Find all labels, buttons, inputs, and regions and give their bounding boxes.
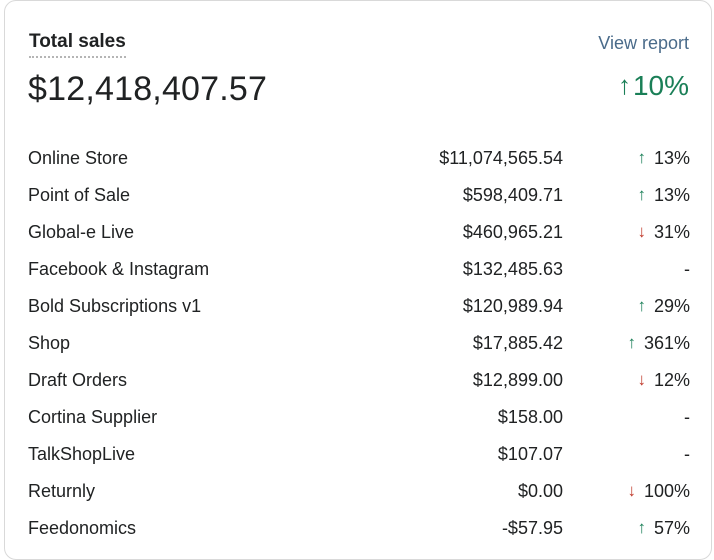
table-row: Facebook & Instagram $132,485.63 - [28, 251, 690, 288]
channel-change-percent: 31% [653, 222, 690, 242]
channel-name: Returnly [28, 481, 96, 501]
arrow-down-icon: ↓ [637, 222, 646, 241]
channel-change-percent: 13% [653, 148, 690, 168]
channel-change-percent: 57% [653, 518, 690, 538]
channel-change-percent: - [684, 444, 690, 464]
channel-change-percent: 13% [653, 185, 690, 205]
channel-change: ↓ 12% [637, 362, 690, 399]
channel-change: ↑ 57% [637, 510, 690, 547]
total-sales-card: Total sales View report $12,418,407.57 ↑… [4, 0, 712, 560]
arrow-up-icon: ↑ [637, 296, 646, 315]
channel-name: Online Store [28, 148, 129, 168]
arrow-up-icon: ↑ [637, 518, 646, 537]
channel-name: Cortina Supplier [28, 407, 158, 427]
channel-change: - [684, 251, 690, 288]
table-row: Bold Subscriptions v1 $120,989.94 ↑ 29% [28, 288, 690, 325]
channel-amount: $11,074,565.54 [439, 148, 563, 168]
table-row: Returnly $0.00 ↓ 100% [28, 473, 690, 510]
channel-change: ↑ 13% [637, 140, 690, 177]
channel-amount: $107.07 [497, 444, 563, 464]
view-report-link[interactable]: View report [598, 33, 689, 53]
table-row: Feedonomics -$57.95 ↑ 57% [28, 510, 690, 547]
arrow-up-icon: ↑ [637, 185, 646, 204]
channel-amount: $460,965.21 [462, 222, 563, 242]
channel-name: Bold Subscriptions v1 [28, 296, 202, 316]
arrow-down-icon: ↓ [627, 481, 636, 500]
total-change-percent: 10% [632, 70, 689, 101]
channel-name: Facebook & Instagram [28, 259, 210, 279]
channel-amount: $120,989.94 [462, 296, 563, 316]
table-row: Online Store $11,074,565.54 ↑ 13% [28, 140, 690, 177]
table-row: Draft Orders $12,899.00 ↓ 12% [28, 362, 690, 399]
arrow-down-icon: ↓ [637, 370, 646, 389]
channel-change: ↓ 100% [627, 473, 690, 510]
total-sales-value: $12,418,407.57 [28, 70, 268, 108]
channel-change-percent: 12% [653, 370, 690, 390]
table-row: Point of Sale $598,409.71 ↑ 13% [28, 177, 690, 214]
channel-amount: $132,485.63 [462, 259, 563, 279]
channel-amount: -$57.95 [501, 518, 563, 538]
channel-amount: $158.00 [497, 407, 563, 427]
arrow-up-icon: ↑ [617, 70, 631, 100]
channel-change-percent: 361% [643, 333, 690, 353]
total-sales-change: ↑ 10% [618, 69, 689, 103]
channel-change-percent: - [684, 407, 690, 427]
channel-amount: $12,899.00 [472, 370, 563, 390]
channel-change: ↑ 29% [637, 288, 690, 325]
channel-change: ↑ 13% [637, 177, 690, 214]
card-title[interactable]: Total sales [29, 31, 126, 58]
table-row: Shop $17,885.42 ↑ 361% [28, 325, 690, 362]
channel-name: Feedonomics [28, 518, 137, 538]
channel-name: Point of Sale [28, 185, 131, 205]
table-row: Cortina Supplier $158.00 - [28, 399, 690, 436]
channel-change: ↑ 361% [627, 325, 690, 362]
table-row: Global-e Live $460,965.21 ↓ 31% [28, 214, 690, 251]
channel-change-percent: 29% [653, 296, 690, 316]
channel-change: - [684, 399, 690, 436]
sales-by-channel-list: Online Store $11,074,565.54 ↑ 13% Point of S… [28, 140, 690, 547]
channel-name: Draft Orders [28, 370, 128, 390]
channel-name: TalkShopLive [28, 444, 136, 464]
arrow-up-icon: ↑ [627, 333, 636, 352]
table-row: TalkShopLive $107.07 - [28, 436, 690, 473]
channel-amount: $0.00 [517, 481, 563, 501]
channel-amount: $598,409.71 [462, 185, 563, 205]
channel-change: ↓ 31% [637, 214, 690, 251]
channel-amount: $17,885.42 [472, 333, 563, 353]
channel-name: Shop [28, 333, 71, 353]
arrow-up-icon: ↑ [637, 148, 646, 167]
channel-change-percent: 100% [643, 481, 690, 501]
channel-change-percent: - [684, 259, 690, 279]
channel-change: - [684, 436, 690, 473]
channel-name: Global-e Live [28, 222, 135, 242]
